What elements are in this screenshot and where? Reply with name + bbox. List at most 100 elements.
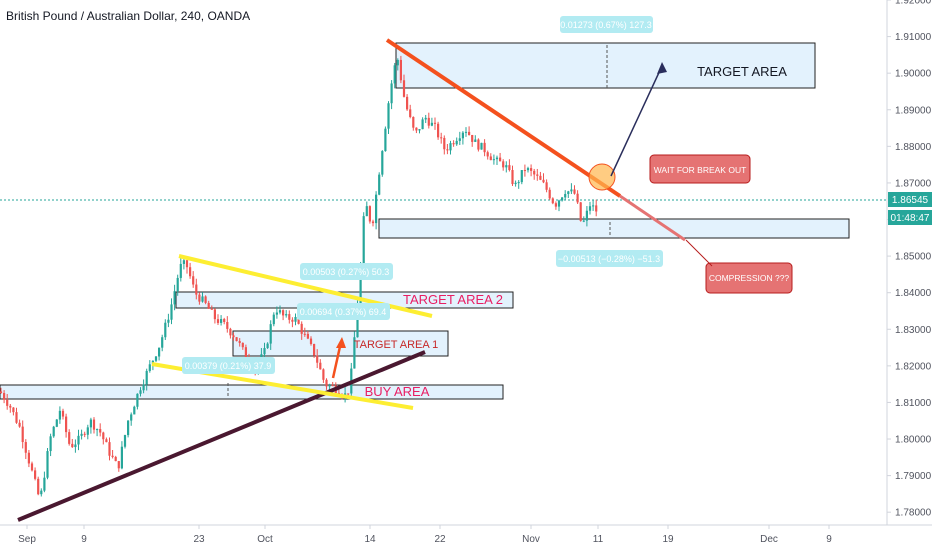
candle-body: [99, 429, 102, 433]
candle-body: [130, 414, 133, 421]
target-arrowhead: [657, 62, 667, 74]
candle-body: [387, 103, 390, 129]
candle-body: [18, 422, 21, 427]
candle-body: [440, 137, 443, 139]
candle-body: [492, 159, 495, 161]
target-area-2-label: TARGET AREA 2: [403, 292, 503, 307]
candle-body: [86, 427, 89, 435]
candle-body: [545, 182, 548, 190]
measure-mid-1-label: 0.00503 (0.27%) 50.3: [303, 267, 390, 277]
candle-body: [415, 127, 418, 131]
candle-body: [61, 410, 65, 417]
candle-body: [210, 308, 213, 310]
target-area-zone[interactable]: [395, 42, 816, 89]
candle-body: [52, 426, 55, 437]
candle-body: [278, 310, 282, 313]
candle-body: [427, 117, 430, 126]
buy-area-zone[interactable]: [0, 384, 504, 400]
measure-bottom-label: −0.00513 (−0.28%) −51.3: [558, 254, 660, 264]
candle-body: [96, 429, 99, 431]
candle-body: [418, 129, 421, 131]
measure-low-label: 0.00379 (0.21%) 37.9: [185, 361, 272, 371]
y-tick-label: 1.85000: [895, 252, 932, 263]
candle-body: [291, 319, 294, 322]
candle-body: [371, 221, 375, 224]
candle-body: [409, 109, 412, 117]
descending-trendline[interactable]: [385, 38, 622, 198]
candle-body: [241, 342, 244, 348]
candle-body: [396, 59, 399, 66]
y-tick-label: 1.79000: [895, 471, 932, 482]
candle-body: [43, 477, 46, 491]
candle-body: [65, 416, 68, 433]
candle-body: [189, 267, 192, 277]
candle-body: [539, 175, 542, 180]
candle-body: [108, 442, 111, 456]
candle-body: [368, 206, 371, 222]
candle-body: [185, 260, 189, 268]
wait-callout-label: WAIT FOR BREAK OUT: [654, 165, 747, 175]
candle-body: [393, 65, 396, 84]
x-tick-label: Oct: [257, 534, 273, 545]
y-tick-label: 1.89000: [895, 105, 932, 116]
candle-body: [9, 405, 12, 408]
candle-body: [111, 455, 114, 457]
y-tick-label: 1.87000: [895, 178, 932, 189]
y-tick-label: 1.92000: [895, 0, 932, 7]
candle-body: [220, 319, 223, 323]
candle-body: [139, 390, 142, 394]
candle-body: [455, 140, 458, 145]
candle-body: [74, 444, 77, 448]
descending-trendline-extension[interactable]: [619, 194, 686, 242]
candle-body: [523, 170, 526, 172]
candle-body: [46, 451, 49, 478]
x-tick-label: 19: [662, 534, 674, 545]
candle-body: [508, 165, 511, 171]
candle-body: [0, 391, 3, 394]
candle-body: [313, 344, 316, 356]
x-tick-label: Dec: [760, 534, 778, 545]
candle-body: [58, 410, 61, 420]
candle-body: [158, 347, 161, 357]
candle-body: [433, 122, 437, 124]
wait-callout-bg: [649, 154, 751, 184]
candle-body: [123, 435, 127, 447]
lower-range-zone[interactable]: [378, 218, 850, 239]
candle-body: [6, 399, 9, 406]
measure-mid-2-label: 0.00694 (0.37%) 69.4: [300, 307, 387, 317]
candle-body: [561, 197, 564, 201]
candle-body: [309, 338, 313, 345]
candle-body: [576, 193, 579, 203]
candle-body: [136, 393, 139, 407]
candle-body: [55, 419, 58, 427]
candle-body: [483, 142, 486, 153]
candle-body: [114, 456, 117, 462]
candle-body: [102, 432, 105, 440]
candle-body: [331, 385, 334, 387]
x-tick-label: Nov: [522, 534, 540, 545]
candle-body: [12, 407, 15, 413]
candle-body: [421, 119, 424, 130]
candle-body: [204, 296, 207, 303]
support-trendline[interactable]: [17, 350, 426, 522]
candle-body: [536, 174, 539, 176]
candle-body: [15, 412, 18, 423]
candle-body: [173, 291, 176, 305]
candle-body: [446, 149, 449, 151]
candle-body: [424, 117, 427, 120]
candle-body: [213, 309, 216, 320]
target-arrow-line[interactable]: [610, 65, 663, 177]
candle-body: [161, 337, 164, 348]
candle-body: [285, 314, 288, 316]
candle-body: [406, 96, 409, 110]
candle-body: [192, 276, 195, 285]
candle-body: [216, 319, 220, 323]
candle-body: [557, 200, 561, 207]
x-tick-label: 14: [364, 534, 376, 545]
y-tick-label: 1.90000: [895, 69, 932, 80]
candle-body: [80, 433, 83, 436]
orange-arrowhead: [336, 337, 346, 348]
candle-body: [223, 319, 226, 323]
breakout-marker[interactable]: [588, 163, 616, 191]
